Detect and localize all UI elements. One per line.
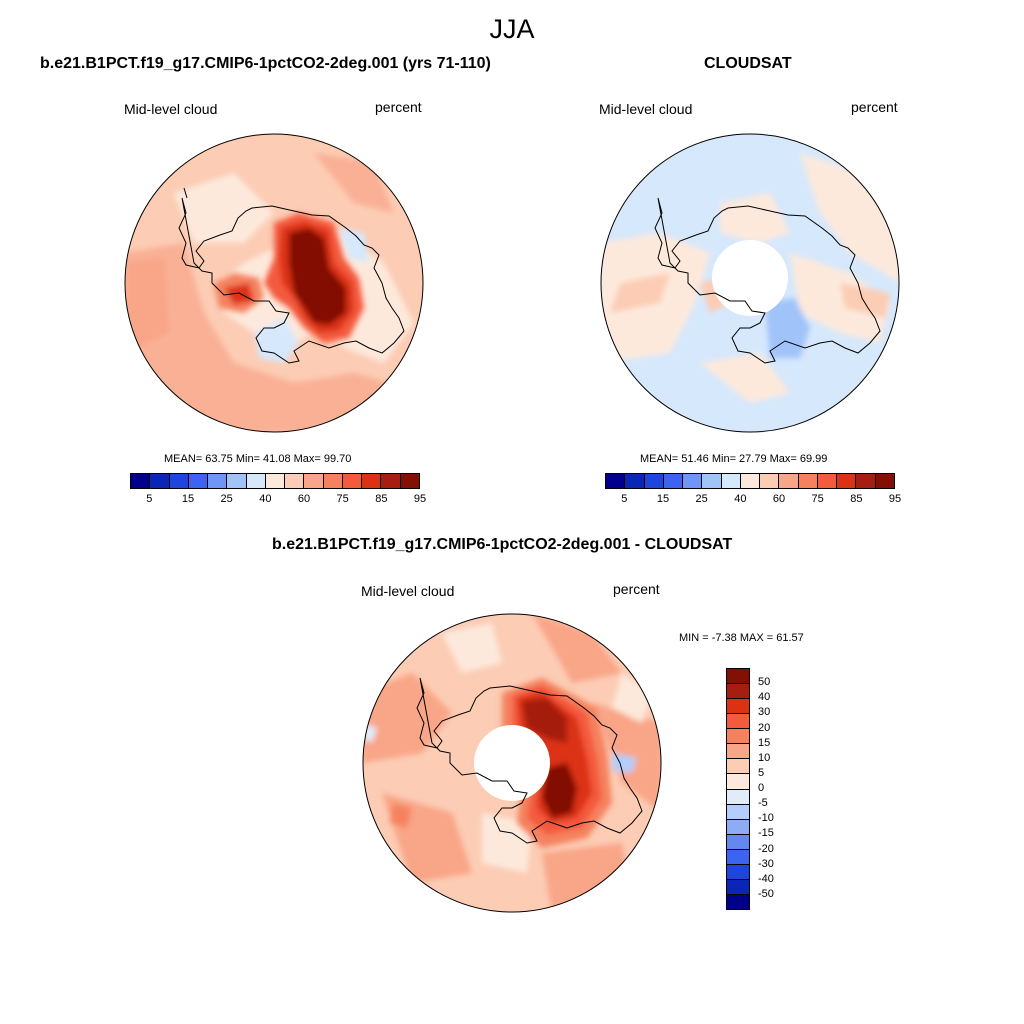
- colorbar-tick-label: 95: [888, 493, 902, 505]
- colorbar-tick-label: 95: [413, 493, 427, 505]
- diff-polar-map: [362, 613, 662, 913]
- colorbar-swatch: [304, 474, 324, 488]
- colorbar-swatch: [856, 474, 876, 488]
- colorbar-swatch: [727, 789, 749, 805]
- colorbar-tick-label: 60: [297, 493, 311, 505]
- colorbar-tick-label: 85: [850, 493, 863, 505]
- colorbar-tick-label: 15: [181, 493, 195, 505]
- obs-colorbar-ticks: 5 15 25 40 60 75 85 95: [605, 493, 901, 507]
- colorbar-swatch: [779, 474, 799, 488]
- colorbar-tick-label: 50: [758, 676, 771, 689]
- colorbar-swatch: [285, 474, 305, 488]
- obs-variable-label: Mid-level cloud: [599, 101, 693, 117]
- colorbar-swatch: [837, 474, 857, 488]
- colorbar-tick-label: -10: [758, 812, 774, 825]
- colorbar-swatch: [727, 864, 749, 880]
- colorbar-swatch: [227, 474, 247, 488]
- colorbar-tick-label: 15: [758, 736, 771, 749]
- model-polar-map: [124, 133, 424, 433]
- colorbar-swatch: [683, 474, 703, 488]
- colorbar-swatch: [625, 474, 645, 488]
- colorbar-swatch: [798, 474, 818, 488]
- colorbar-swatch: [606, 474, 626, 488]
- colorbar-swatch: [727, 894, 749, 909]
- model-colorbar: [130, 473, 420, 489]
- colorbar-swatch: [208, 474, 228, 488]
- colorbar-swatch: [188, 474, 209, 488]
- diff-units-label: percent: [613, 581, 660, 597]
- colorbar-swatch: [727, 744, 749, 760]
- colorbar-tick-label: 5: [146, 493, 153, 505]
- colorbar-swatch: [150, 474, 170, 488]
- colorbar-swatch: [381, 474, 401, 488]
- colorbar-swatch: [721, 474, 741, 488]
- figure-title: JJA: [489, 14, 535, 44]
- colorbar-swatch: [727, 849, 749, 865]
- colorbar-swatch: [727, 834, 749, 850]
- colorbar-tick-label: -30: [758, 857, 774, 870]
- colorbar-tick-label: -15: [758, 827, 774, 840]
- colorbar-swatch: [400, 474, 419, 488]
- colorbar-swatch: [727, 759, 749, 775]
- diff-stats: MIN = -7.38 MAX = 61.57: [679, 632, 804, 644]
- colorbar-tick-label: 85: [375, 493, 388, 505]
- colorbar-swatch: [727, 699, 749, 715]
- colorbar-swatch: [727, 819, 749, 835]
- colorbar-swatch: [323, 474, 343, 488]
- colorbar-swatch: [644, 474, 664, 488]
- colorbar-swatch: [663, 474, 684, 488]
- obs-panel-title: CLOUDSAT: [704, 55, 792, 72]
- diff-colorbar: [726, 668, 750, 910]
- colorbar-swatch: [131, 474, 151, 488]
- colorbar-tick-label: 75: [336, 493, 349, 505]
- colorbar-swatch: [740, 474, 761, 488]
- colorbar-tick-label: 60: [772, 493, 786, 505]
- colorbar-tick-label: 5: [621, 493, 628, 505]
- colorbar-tick-label: 40: [259, 493, 272, 505]
- diff-colorbar-ticks: 50 40 30 20 15 10 5 0 -5 -10 -15 -20 -30 -40 -50: [758, 668, 798, 910]
- model-variable-label: Mid-level cloud: [124, 101, 218, 117]
- diff-panel-title: b.e21.B1PCT.f19_g17.CMIP6-1pctCO2-2deg.0…: [272, 536, 733, 553]
- colorbar-tick-label: -50: [758, 887, 774, 900]
- obs-stats: MEAN= 51.46 Min= 27.79 Max= 69.99: [640, 453, 828, 465]
- colorbar-swatch: [265, 474, 286, 488]
- model-units-label: percent: [375, 99, 422, 115]
- colorbar-swatch: [760, 474, 780, 488]
- colorbar-tick-label: -20: [758, 842, 774, 855]
- colorbar-tick-label: 30: [758, 706, 771, 719]
- colorbar-tick-label: 25: [695, 493, 708, 505]
- colorbar-swatch: [727, 774, 749, 790]
- model-stats: MEAN= 63.75 Min= 41.08 Max= 99.70: [164, 453, 352, 465]
- colorbar-tick-label: -5: [758, 797, 768, 810]
- colorbar-swatch: [727, 879, 749, 895]
- colorbar-swatch: [727, 684, 749, 700]
- colorbar-swatch: [727, 669, 749, 685]
- colorbar-swatch: [702, 474, 722, 488]
- colorbar-swatch: [362, 474, 382, 488]
- obs-units-label: percent: [851, 99, 898, 115]
- colorbar-swatch: [875, 474, 894, 488]
- colorbar-swatch: [727, 729, 749, 745]
- colorbar-swatch: [727, 804, 749, 820]
- colorbar-tick-label: 20: [758, 721, 771, 734]
- colorbar-tick-label: 15: [656, 493, 670, 505]
- model-colorbar-ticks: 5 15 25 40 60 75 85 95: [130, 493, 426, 507]
- obs-colorbar: [605, 473, 895, 489]
- colorbar-swatch: [727, 714, 749, 730]
- colorbar-tick-label: 40: [734, 493, 747, 505]
- colorbar-swatch: [169, 474, 189, 488]
- colorbar-swatch: [246, 474, 266, 488]
- colorbar-tick-label: 75: [811, 493, 824, 505]
- colorbar-tick-label: 25: [220, 493, 233, 505]
- diff-variable-label: Mid-level cloud: [361, 583, 455, 599]
- colorbar-tick-label: -40: [758, 872, 774, 885]
- obs-polar-map: [600, 133, 900, 433]
- colorbar-tick-label: 10: [758, 751, 771, 764]
- colorbar-tick-label: 0: [758, 782, 765, 794]
- colorbar-swatch: [817, 474, 838, 488]
- colorbar-tick-label: 5: [758, 766, 765, 779]
- model-panel-title: b.e21.B1PCT.f19_g17.CMIP6-1pctCO2-2deg.0…: [40, 55, 491, 72]
- colorbar-swatch: [342, 474, 363, 488]
- colorbar-tick-label: 40: [758, 691, 771, 704]
